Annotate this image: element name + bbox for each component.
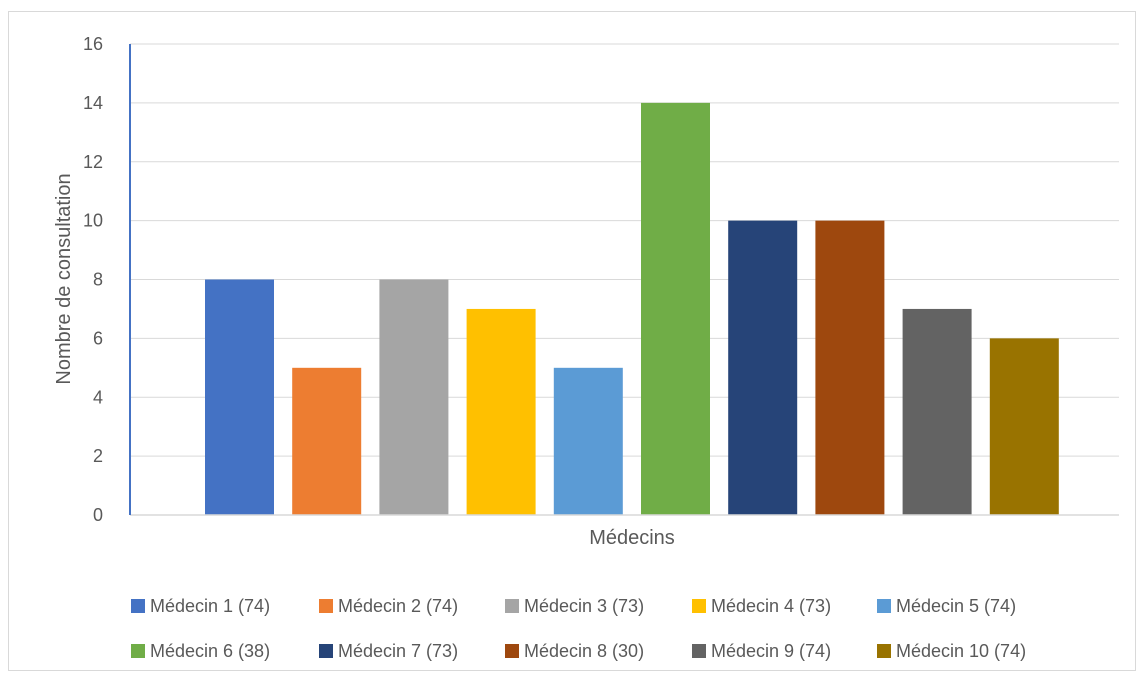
legend-label: Médecin 1 (74) (150, 596, 270, 616)
y-tick-labels: 0 2 4 6 8 10 12 14 16 (83, 34, 103, 525)
legend-item: Médecin 6 (38) (131, 641, 270, 661)
bar-medecin-10 (989, 338, 1059, 515)
legend: Médecin 1 (74) Médecin 2 (74) Médecin 3 (7… (131, 596, 1026, 661)
legend-swatch (692, 644, 706, 658)
legend-item: Médecin 8 (30) (505, 641, 644, 661)
legend-item: Médecin 9 (74) (692, 641, 831, 661)
legend-item: Médecin 10 (74) (877, 641, 1026, 661)
bars (205, 102, 1059, 515)
bar-medecin-3 (379, 279, 449, 515)
bar-medecin-1 (205, 279, 274, 515)
bar-medecin-6 (641, 102, 710, 515)
legend-swatch (692, 599, 706, 613)
legend-label: Médecin 5 (74) (896, 596, 1016, 616)
legend-swatch (877, 644, 891, 658)
bar-medecin-7 (728, 220, 798, 515)
legend-item: Médecin 1 (74) (131, 596, 270, 616)
y-tick-label: 4 (93, 387, 103, 407)
legend-swatch (877, 599, 891, 613)
legend-label: Médecin 7 (73) (338, 641, 458, 661)
x-axis-title: Médecins (589, 527, 675, 549)
legend-swatch (131, 644, 145, 658)
legend-label: Médecin 9 (74) (711, 641, 831, 661)
legend-swatch (131, 599, 145, 613)
legend-label: Médecin 8 (30) (524, 641, 644, 661)
y-tick-label: 2 (93, 446, 103, 466)
legend-item: Médecin 3 (73) (505, 596, 644, 616)
y-tick-label: 12 (83, 152, 103, 172)
bar-medecin-8 (815, 220, 885, 515)
bar-medecin-5 (553, 367, 623, 515)
legend-label: Médecin 4 (73) (711, 596, 831, 616)
legend-item: Médecin 5 (74) (877, 596, 1016, 616)
legend-label: Médecin 10 (74) (896, 641, 1026, 661)
legend-swatch (505, 599, 519, 613)
legend-item: Médecin 2 (74) (319, 596, 458, 616)
y-axis-title: Nombre de consultation (53, 173, 75, 384)
bar-medecin-2 (292, 367, 362, 515)
y-tick-label: 16 (83, 34, 103, 54)
legend-item: Médecin 4 (73) (692, 596, 831, 616)
bar-medecin-4 (466, 308, 536, 515)
legend-item: Médecin 7 (73) (319, 641, 458, 661)
y-tick-label: 6 (93, 328, 103, 348)
legend-label: Médecin 6 (38) (150, 641, 270, 661)
legend-swatch (319, 644, 333, 658)
y-tick-label: 0 (93, 505, 103, 525)
legend-label: Médecin 3 (73) (524, 596, 644, 616)
y-tick-label: 14 (83, 93, 103, 113)
bar-medecin-9 (902, 308, 972, 515)
legend-swatch (505, 644, 519, 658)
y-tick-label: 10 (83, 211, 103, 231)
y-tick-label: 8 (93, 270, 103, 290)
legend-swatch (319, 599, 333, 613)
legend-label: Médecin 2 (74) (338, 596, 458, 616)
